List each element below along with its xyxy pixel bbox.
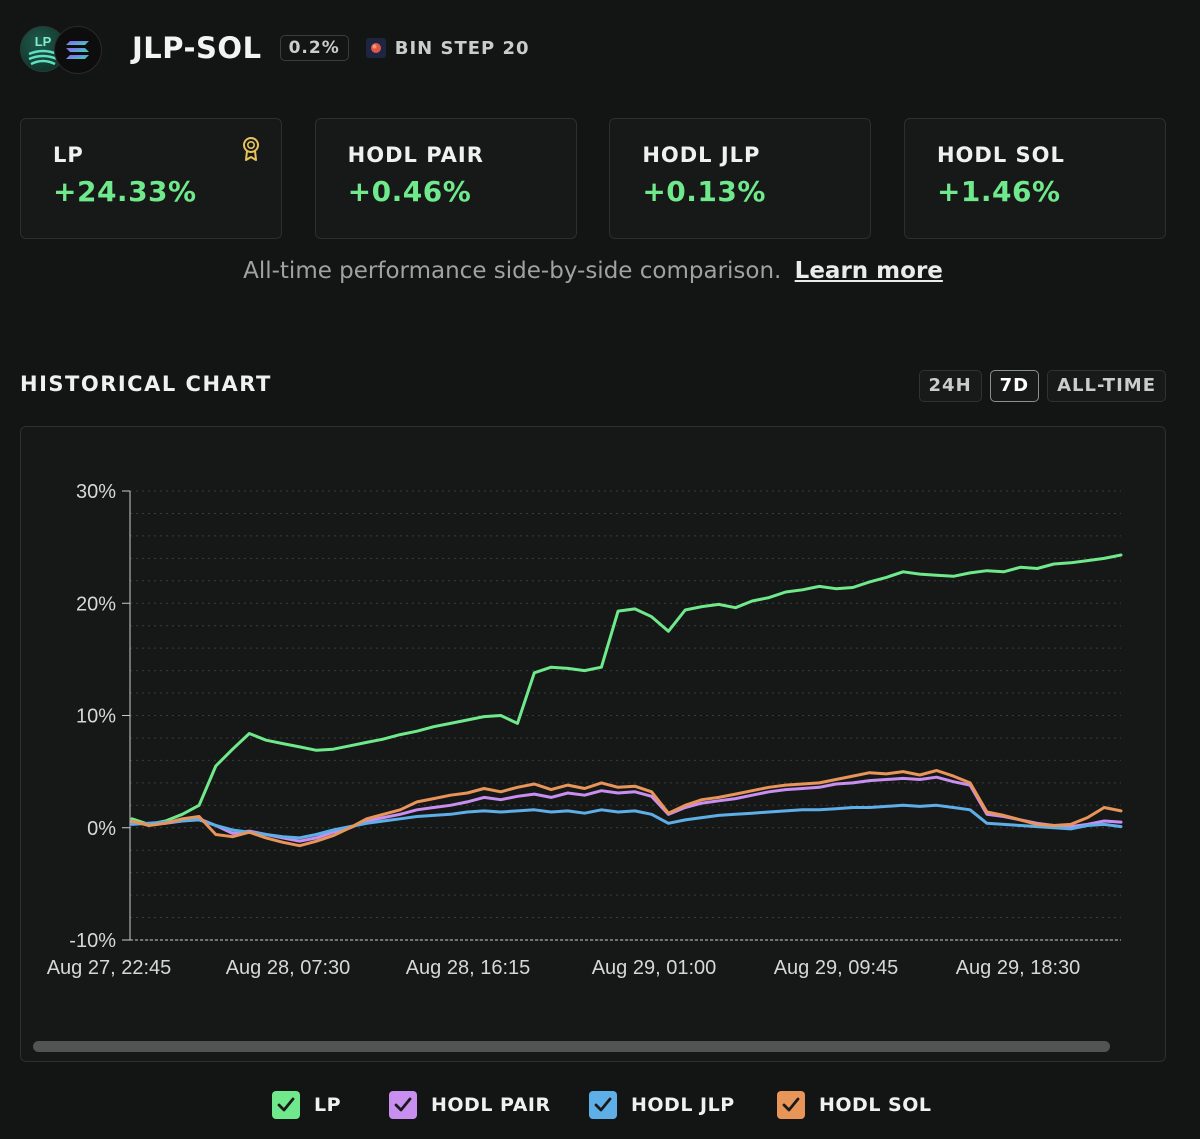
learn-more-link[interactable]: Learn more <box>794 258 943 284</box>
fee-badge: 0.2% <box>279 35 349 61</box>
chart-panel: 30% 20% 10% 0% -10% Aug 27, 22:45 Aug 28, 07:3… <box>20 426 1166 1062</box>
sol-token-icon <box>54 26 102 74</box>
y-tick-label: 30% <box>76 481 116 503</box>
legend-label: HODL SOL <box>819 1094 932 1116</box>
historical-chart-title: HISTORICAL CHART <box>20 372 272 396</box>
bin-step-icon <box>365 38 386 58</box>
card-label: LP <box>53 143 84 167</box>
x-tick-label: Aug 28, 07:30 <box>226 957 351 979</box>
legend-item-hodl-jlp[interactable]: HODL JLP <box>589 1091 735 1119</box>
x-tick-label: Aug 29, 01:00 <box>592 957 717 979</box>
bin-step-label: BIN STEP 20 <box>394 37 530 59</box>
range-tab-all-time[interactable]: ALL-TIME <box>1047 370 1166 402</box>
historical-chart: 30% 20% 10% 0% -10% Aug 27, 22:45 Aug 28, 07:3… <box>47 481 1123 979</box>
card-hodl-jlp: HODL JLP +0.13% <box>609 118 872 239</box>
chart-legend: LP HODL PAIR HODL JLP HODL SOL <box>0 1091 1200 1125</box>
card-label: HODL SOL <box>936 143 1065 167</box>
checkbox-icon[interactable] <box>389 1091 417 1119</box>
pair-title: JLP-SOL <box>132 31 262 65</box>
checkbox-icon[interactable] <box>272 1091 300 1119</box>
legend-item-lp[interactable]: LP <box>272 1091 341 1119</box>
card-value: +24.33% <box>53 175 197 208</box>
chart-axes <box>122 490 1121 941</box>
range-tab-24h[interactable]: 24H <box>918 370 982 402</box>
award-icon <box>243 137 259 161</box>
pool-header: LP JLP-SOL 0.2% <box>20 24 530 74</box>
x-tick-label: Aug 28, 16:15 <box>406 957 531 979</box>
checkbox-icon[interactable] <box>777 1091 805 1119</box>
card-label: HODL JLP <box>642 143 761 167</box>
legend-label: HODL JLP <box>631 1094 735 1116</box>
bin-step-badge: BIN STEP 20 <box>365 37 530 59</box>
card-lp: LP +24.33% <box>20 118 282 239</box>
card-hodl-pair: HODL PAIR +0.46% <box>314 118 577 239</box>
series-line-lp <box>130 553 1123 826</box>
series-line-hodl-jlp <box>130 803 1123 840</box>
y-tick-label: 20% <box>76 593 116 615</box>
chart-scrollbar[interactable] <box>33 1041 1110 1052</box>
x-tick-label: Aug 27, 22:45 <box>47 957 172 979</box>
card-label: HODL PAIR <box>347 143 484 167</box>
performance-cards: LP +24.33% HODL PAIR +0.46% HODL JLP +0.… <box>20 118 1166 239</box>
range-tabs: 24H 7D ALL-TIME <box>918 370 1166 402</box>
card-value: +0.13% <box>642 175 766 208</box>
chart-series <box>130 553 1123 848</box>
series-line-hodl-sol <box>130 769 1123 848</box>
x-tick-label: Aug 29, 18:30 <box>956 957 1081 979</box>
card-value: +0.46% <box>347 175 472 208</box>
legend-label: LP <box>314 1094 342 1116</box>
x-tick-label: Aug 29, 09:45 <box>774 957 899 979</box>
legend-label: HODL PAIR <box>431 1094 551 1116</box>
chart-grid <box>130 490 1121 941</box>
series-line-hodl-pair <box>130 775 1123 843</box>
legend-item-hodl-pair[interactable]: HODL PAIR <box>389 1091 551 1119</box>
y-tick-label: 0% <box>87 818 116 840</box>
y-tick-label: 10% <box>76 706 116 728</box>
card-value: +1.46% <box>936 175 1061 208</box>
checkbox-icon[interactable] <box>589 1091 617 1119</box>
comparison-note: All-time performance side-by-side compar… <box>0 258 1186 284</box>
card-hodl-sol: HODL SOL +1.46% <box>903 118 1166 239</box>
legend-item-hodl-sol[interactable]: HODL SOL <box>777 1091 932 1119</box>
chart-labels: 30% 20% 10% 0% -10% Aug 27, 22:45 Aug 28, 07:3… <box>47 481 1081 979</box>
pair-logo: LP <box>20 24 104 74</box>
comparison-text: All-time performance side-by-side compar… <box>243 258 782 284</box>
lp-logo-text: LP <box>35 34 52 49</box>
y-tick-label: -10% <box>69 930 116 952</box>
range-tab-7d[interactable]: 7D <box>989 370 1040 402</box>
